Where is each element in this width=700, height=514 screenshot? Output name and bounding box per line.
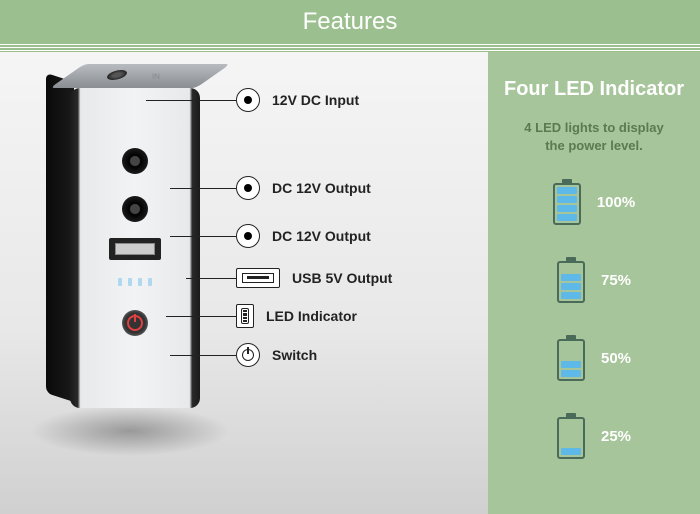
panel-title: Four LED Indicator	[488, 78, 700, 101]
callout-label: USB 5V Output	[292, 270, 392, 286]
usb-icon	[236, 268, 280, 288]
power-icon	[236, 343, 260, 367]
battery-level-row: 100%	[488, 179, 700, 225]
dc-output-port-1	[122, 148, 148, 174]
callout-label: Switch	[272, 347, 317, 363]
callout: Switch	[170, 343, 317, 367]
callout: 12V DC Input	[146, 88, 359, 112]
led-indicator-row	[118, 278, 152, 286]
battery-icon	[557, 413, 585, 459]
callout-line	[170, 355, 236, 356]
callout-label: DC 12V Output	[272, 180, 371, 196]
callout-line	[170, 188, 236, 189]
callout-label: DC 12V Output	[272, 228, 371, 244]
features-header: Features	[0, 0, 700, 52]
callout: LED Indicator	[166, 304, 357, 328]
content: IN 12V DC Input DC 12V Output DC 12V Outpu…	[0, 52, 700, 514]
usb-output-port	[109, 238, 161, 260]
dc-icon	[236, 176, 260, 200]
device-shadow	[30, 406, 230, 456]
callout: DC 12V Output	[170, 224, 371, 248]
led-info-panel: Four LED Indicator 4 LED lights to displ…	[488, 52, 700, 514]
battery-label: 50%	[601, 350, 631, 367]
callout: DC 12V Output	[170, 176, 371, 200]
callout-line	[166, 316, 236, 317]
battery-level-row: 25%	[488, 413, 700, 459]
callout-line	[186, 278, 236, 279]
callout-label: LED Indicator	[266, 308, 357, 324]
header-title: Features	[0, 0, 700, 44]
power-switch	[122, 310, 148, 336]
header-divider	[0, 44, 700, 52]
dc-icon	[236, 88, 260, 112]
battery-label: 75%	[601, 272, 631, 289]
dc-output-port-2	[122, 196, 148, 222]
dc-icon	[236, 224, 260, 248]
input-label: IN	[152, 72, 160, 81]
battery-level-row: 75%	[488, 257, 700, 303]
battery-icon	[553, 179, 581, 225]
device-panel: IN 12V DC Input DC 12V Output DC 12V Outpu…	[0, 52, 488, 514]
power-icon	[127, 315, 143, 331]
panel-subtitle: 4 LED lights to displaythe power level.	[488, 119, 700, 155]
led-icon	[236, 304, 254, 328]
usb-inner	[115, 243, 155, 255]
callout-label: 12V DC Input	[272, 92, 359, 108]
device-top	[50, 64, 230, 88]
callout-line	[146, 100, 236, 101]
callout-line	[170, 236, 236, 237]
battery-icon	[557, 257, 585, 303]
battery-level-row: 50%	[488, 335, 700, 381]
callout: USB 5V Output	[186, 268, 392, 288]
battery-label: 25%	[601, 428, 631, 445]
battery-label: 100%	[597, 194, 635, 211]
battery-icon	[557, 335, 585, 381]
